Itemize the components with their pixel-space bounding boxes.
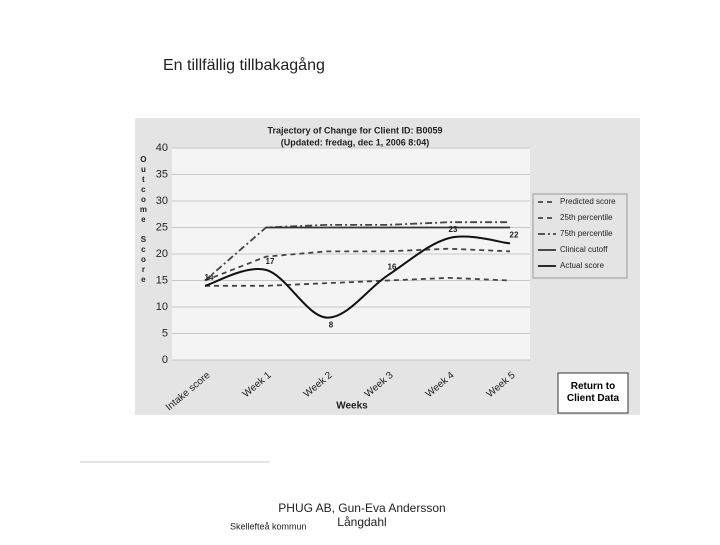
legend-label: Actual score: [560, 261, 605, 270]
legend-frame: [532, 193, 628, 279]
y-tick-label: 35: [156, 168, 168, 180]
y-axis-label: Outcome Score: [139, 155, 148, 285]
legend-label: Predicted score: [560, 197, 616, 206]
button-label: Return to Client Data: [566, 381, 620, 404]
footer-line: Långdahl: [337, 515, 386, 529]
legend-label: 25th percentile: [560, 213, 613, 222]
data-label: 14: [205, 273, 214, 282]
series-line: [204, 247, 511, 282]
organization: Skellefteå kommun: [230, 521, 307, 531]
data-label: 16: [388, 262, 397, 271]
button-frame: [557, 372, 629, 414]
legend-label: 75th percentile: [560, 229, 613, 238]
footer-line: PHUG AB, Gun-Eva Andersson: [278, 501, 445, 515]
slide-title: En tillfällig tillbakagång: [163, 56, 325, 74]
y-tick-label: 10: [156, 301, 168, 313]
chart-subtitle: (Updated: fredag, dec 1, 2006 8:04): [281, 137, 430, 147]
y-tick-label: 30: [156, 195, 168, 207]
legend-label: Clinical cutoff: [560, 245, 608, 254]
data-label: 22: [510, 231, 519, 240]
series-line: [204, 221, 510, 282]
y-tick-label: 0: [162, 354, 168, 366]
data-label: 17: [266, 257, 275, 266]
button-box: Return to Client Data: [566, 381, 620, 404]
y-tick-label: 20: [156, 248, 168, 260]
return-button[interactable]: Return to Client Data: [557, 372, 629, 414]
chart-title: Trajectory of Change for Client ID: B005…: [267, 125, 442, 135]
y-tick-label: 40: [156, 142, 168, 154]
y-tick-label: 25: [156, 221, 168, 233]
y-tick-label: 5: [162, 327, 168, 339]
series-line: [204, 235, 511, 319]
x-axis-label: Weeks: [336, 401, 368, 412]
y-tick-label: 15: [156, 274, 168, 286]
data-label: 23: [449, 225, 458, 234]
data-label: 8: [329, 321, 334, 330]
series-line: [205, 276, 511, 287]
